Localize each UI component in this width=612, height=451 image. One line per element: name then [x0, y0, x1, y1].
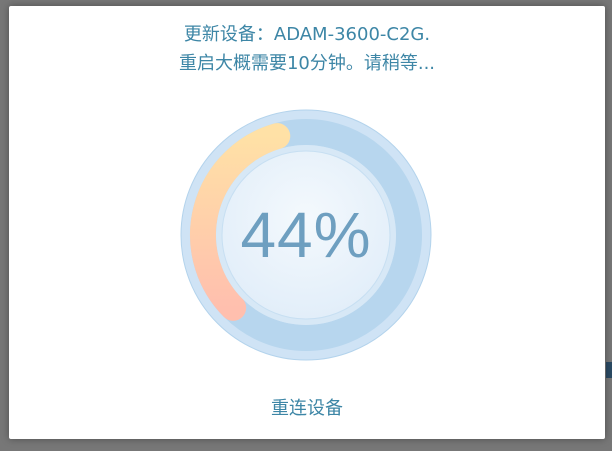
progress-gauge: [180, 109, 432, 361]
update-message-wait: 重启大概需要10分钟。请稍等...: [178, 53, 436, 74]
update-message-device: 更新设备：ADAM-3600-C2G.: [183, 24, 431, 45]
gauge-inner-disc: [221, 150, 391, 320]
reconnect-device-button[interactable]: 重连设备: [9, 397, 605, 421]
progress-gauge-svg: [180, 109, 432, 361]
gauge-progress-arc: [190, 123, 291, 321]
update-dialog: 更新设备：ADAM-3600-C2G. 重启大概需要10分钟。请稍等... 44…: [9, 6, 605, 439]
backdrop-accent-bar: [606, 362, 612, 378]
